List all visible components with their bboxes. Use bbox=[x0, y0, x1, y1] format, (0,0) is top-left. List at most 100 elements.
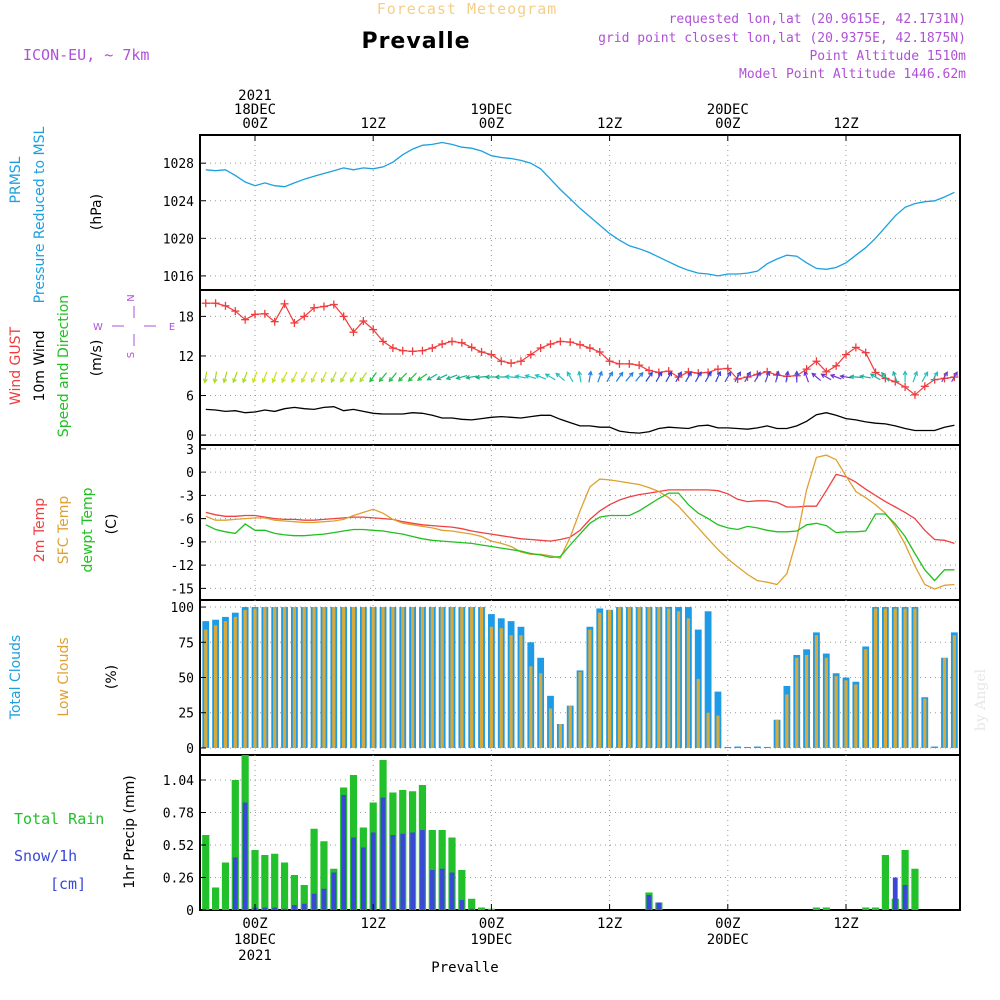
snow-bar bbox=[370, 832, 376, 910]
bottom-time-label: 18DEC bbox=[234, 932, 276, 948]
wind-direction-arrow bbox=[427, 373, 438, 381]
low-cloud-bar bbox=[617, 607, 622, 748]
snow-bar bbox=[429, 870, 435, 910]
snow-bar bbox=[656, 902, 662, 910]
axis-layer: 1016102010241028061218-15-12-9-6-3030255… bbox=[163, 88, 859, 964]
wind-direction-arrow bbox=[566, 371, 574, 383]
precip-ytick-label: 0 bbox=[186, 904, 194, 919]
snow-bar bbox=[331, 872, 337, 910]
wind-direction-arrow bbox=[764, 371, 770, 383]
wind-panel bbox=[199, 289, 961, 446]
wind-direction-arrowhead bbox=[534, 373, 540, 379]
rain-bar bbox=[477, 907, 486, 910]
wind-direction-arrow bbox=[655, 371, 663, 383]
top-time-label: 20DEC bbox=[707, 102, 749, 118]
wind-direction-arrowhead bbox=[869, 373, 875, 378]
rain-bar bbox=[231, 780, 239, 910]
watermark: by Angel bbox=[973, 668, 989, 731]
pressure-line bbox=[205, 141, 955, 277]
wind-direction-arrow bbox=[311, 371, 317, 383]
total-cloud-bar bbox=[744, 746, 751, 748]
wind-direction-arrowhead bbox=[953, 371, 958, 377]
snow-bar bbox=[469, 908, 475, 910]
wind-direction-arrowhead bbox=[820, 373, 826, 378]
low-cloud-bar bbox=[440, 607, 444, 748]
wind-direction-arrowhead bbox=[465, 374, 471, 380]
low-cloud-bar bbox=[647, 607, 651, 748]
cloud-ytick-label: 0 bbox=[186, 742, 194, 757]
wind-direction-arrow bbox=[597, 371, 603, 383]
wind-direction-arrowhead bbox=[618, 371, 624, 377]
low-cloud-bar bbox=[637, 607, 641, 748]
snow-bar bbox=[351, 837, 356, 910]
wind-direction-arrowhead bbox=[202, 378, 208, 384]
wind-direction-arrowhead bbox=[494, 374, 500, 380]
wind-direction-arrowhead bbox=[849, 374, 855, 380]
low-cloud-bar bbox=[204, 629, 208, 748]
wind-direction-arrow bbox=[811, 373, 822, 381]
wind-direction-arrow bbox=[476, 375, 488, 379]
precip-ylabel: 1hr Precip (mm) bbox=[122, 775, 138, 888]
wind-direction-arrowhead bbox=[340, 377, 345, 383]
wind-direction-arrowhead bbox=[803, 370, 809, 376]
wind-direction-arrow bbox=[369, 372, 377, 382]
low-cloud-bar bbox=[391, 607, 395, 748]
compass-north: N bbox=[126, 294, 137, 301]
low-cloud-bar bbox=[332, 607, 336, 748]
low-cloud-bar bbox=[479, 607, 484, 748]
low-cloud-bar bbox=[706, 712, 710, 748]
low-cloud-bar bbox=[509, 635, 513, 748]
wind-direction-arrow bbox=[301, 371, 308, 383]
low-cloud-bar bbox=[834, 676, 838, 748]
wind-direction-arrowhead bbox=[484, 374, 490, 380]
low-cloud-bar bbox=[558, 724, 562, 748]
rain-bar bbox=[300, 885, 308, 910]
wind-direction-arrowhead bbox=[881, 371, 886, 377]
wind-direction-arrow bbox=[350, 371, 357, 383]
wind-direction-arrowhead bbox=[232, 378, 237, 384]
wind-direction-arrow bbox=[535, 374, 547, 380]
rain-bar bbox=[320, 841, 328, 910]
cloud-ytick-label: 75 bbox=[178, 636, 194, 651]
snow-bar bbox=[449, 872, 455, 910]
rain-bar bbox=[280, 862, 289, 910]
wind-direction-arrow bbox=[870, 373, 881, 381]
top-time-label: 12Z bbox=[361, 116, 386, 132]
wind-direction-arrow bbox=[860, 375, 872, 379]
low-cloud-bar bbox=[795, 657, 799, 748]
snow-bar bbox=[301, 903, 307, 910]
wind-direction-arrowhead bbox=[455, 375, 461, 380]
wind-direction-arrowhead bbox=[859, 374, 865, 380]
pressure-label-2: Pressure Reduced to MSL bbox=[32, 126, 48, 303]
wind-direction-arrowhead bbox=[677, 371, 682, 377]
chart-title: Forecast Meteogram bbox=[377, 0, 558, 18]
wind-direction-arrowhead bbox=[577, 370, 583, 376]
compass-west: W bbox=[93, 322, 103, 333]
low-cloud-bar bbox=[686, 618, 690, 748]
rain-bar bbox=[212, 887, 220, 910]
wind-direction-arrowhead bbox=[222, 378, 228, 384]
wind-direction-arrowhead bbox=[943, 371, 948, 377]
wind-ytick-label: 0 bbox=[186, 429, 194, 444]
snow-bar bbox=[292, 905, 297, 910]
precip-ytick-label: 0.26 bbox=[163, 872, 194, 887]
wind-direction-arrow bbox=[436, 374, 448, 380]
wind-direction-arrow bbox=[446, 374, 458, 380]
low-cloud-bar bbox=[824, 657, 828, 748]
snow-bar bbox=[646, 895, 652, 910]
snow-bar bbox=[341, 795, 347, 910]
wind-direction-arrowhead bbox=[301, 377, 306, 384]
pressure-ytick-label: 1024 bbox=[163, 195, 194, 210]
wind-speed-label: 10m Wind bbox=[32, 330, 48, 401]
wind-gust-label: Wind GUST bbox=[8, 326, 24, 405]
low-cloud-bar bbox=[716, 715, 720, 748]
wind-direction-arrow bbox=[291, 371, 298, 383]
wind-direction-arrow bbox=[675, 371, 682, 383]
top-time-label: 00Z bbox=[242, 116, 267, 132]
total-clouds-label: Total Clouds bbox=[8, 635, 24, 720]
snow-bar bbox=[390, 835, 396, 910]
wind-direction-arrowhead bbox=[923, 371, 929, 377]
snow-bar bbox=[360, 847, 366, 910]
gust-line bbox=[205, 302, 955, 396]
